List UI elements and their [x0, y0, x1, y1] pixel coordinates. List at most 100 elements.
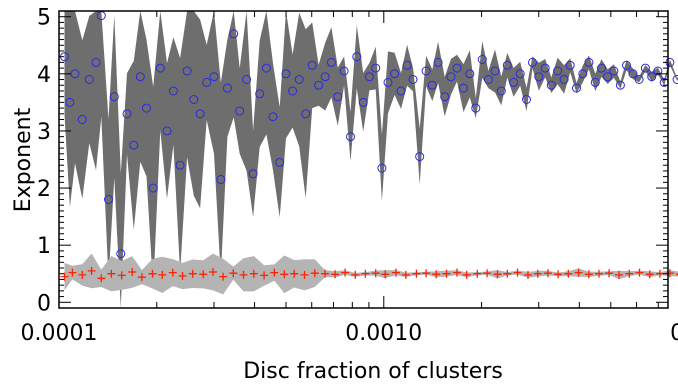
plus-marker: [148, 269, 157, 278]
plus-marker: [513, 268, 522, 277]
plus-marker: [351, 270, 360, 279]
plus-marker: [117, 271, 126, 280]
plus-marker: [483, 269, 492, 278]
plus-marker: [158, 270, 167, 279]
circle-marker: [390, 69, 400, 79]
circle-marker: [590, 77, 600, 87]
circle-marker: [408, 75, 418, 84]
circle-marker: [135, 72, 145, 82]
circle-marker: [209, 72, 219, 82]
plus-marker: [188, 269, 197, 278]
circle-marker: [653, 66, 663, 76]
plus-marker: [493, 270, 502, 279]
circle-marker: [142, 103, 151, 113]
plus-marker: [615, 270, 623, 279]
circle-marker: [148, 183, 158, 193]
plus-marker: [462, 270, 471, 279]
circle-marker: [502, 60, 512, 70]
circle-marker: [515, 69, 525, 79]
circle-marker: [615, 80, 625, 90]
circle-marker: [301, 109, 311, 119]
plus-marker: [260, 271, 269, 280]
circle-marker: [534, 72, 544, 82]
circle-marker: [584, 57, 594, 67]
plus-marker: [249, 269, 258, 278]
plus-marker: [584, 270, 593, 279]
plus-marker: [595, 269, 603, 278]
circle-marker: [578, 69, 588, 79]
circle-marker: [640, 63, 650, 73]
plus-marker: [290, 269, 299, 278]
plus-marker: [391, 268, 400, 277]
circle-marker: [275, 157, 285, 167]
circle-marker: [396, 86, 406, 96]
plus-marker: [432, 270, 441, 279]
circle-marker: [528, 57, 537, 67]
plus-marker: [361, 269, 370, 278]
circle-marker: [104, 195, 113, 204]
plus-marker: [219, 272, 228, 281]
circle-marker: [672, 75, 678, 84]
plus-marker: [321, 269, 329, 278]
circle-marker: [433, 57, 443, 67]
circle-marker: [129, 140, 139, 150]
plus-marker: [280, 270, 289, 279]
circle-marker: [471, 103, 481, 113]
circle-marker: [622, 60, 631, 70]
circle-marker: [440, 92, 450, 102]
plus-marker: [371, 269, 380, 278]
circle-marker: [242, 75, 252, 84]
plus-marker: [645, 270, 654, 279]
circle-marker: [202, 77, 212, 87]
y-tick-label: 0: [37, 291, 51, 316]
circle-marker: [326, 57, 336, 67]
plus-marker: [635, 268, 644, 277]
circle-marker: [371, 63, 381, 73]
circle-marker: [546, 80, 556, 90]
circle-marker: [358, 97, 368, 107]
y-tick-label: 4: [37, 63, 51, 88]
circle-marker: [65, 97, 75, 107]
x-axis-label: Disc fraction of clusters: [243, 359, 503, 384]
circle-marker: [116, 249, 126, 259]
circle-marker: [572, 83, 581, 93]
plus-marker: [422, 269, 431, 278]
circle-marker: [490, 66, 500, 76]
plus-marker: [78, 270, 87, 279]
circle-marker: [446, 72, 456, 82]
plus-marker: [300, 270, 309, 279]
circle-marker: [255, 89, 265, 99]
circle-marker: [496, 86, 506, 96]
circle-marker: [281, 69, 291, 79]
circle-marker: [553, 66, 563, 76]
circle-marker: [168, 86, 178, 96]
plus-marker: [554, 270, 563, 279]
plus-marker: [128, 268, 137, 276]
circle-marker: [402, 60, 412, 70]
plus-marker: [341, 268, 350, 277]
circle-marker: [294, 75, 304, 84]
circle-marker: [352, 52, 362, 62]
circle-marker: [377, 163, 387, 173]
circle-marker: [314, 80, 324, 90]
plus-marker: [87, 266, 96, 275]
circle-marker: [189, 95, 199, 104]
plus-marker: [137, 273, 146, 282]
y-tick-label: 3: [37, 120, 51, 145]
circle-marker: [559, 75, 569, 84]
plus-marker: [209, 268, 217, 276]
circle-marker: [216, 175, 226, 184]
plus-marker: [533, 269, 542, 278]
circle-marker: [634, 75, 644, 84]
plus-marker: [60, 272, 69, 281]
plus-marker: [199, 270, 208, 279]
plus-marker: [543, 269, 552, 278]
circle-marker: [122, 109, 132, 119]
plus-marker: [453, 268, 461, 277]
circle-marker: [383, 77, 393, 87]
plus-marker: [401, 270, 410, 279]
circle-marker: [540, 63, 550, 73]
circle-marker: [175, 160, 185, 170]
circle-marker: [522, 95, 531, 104]
